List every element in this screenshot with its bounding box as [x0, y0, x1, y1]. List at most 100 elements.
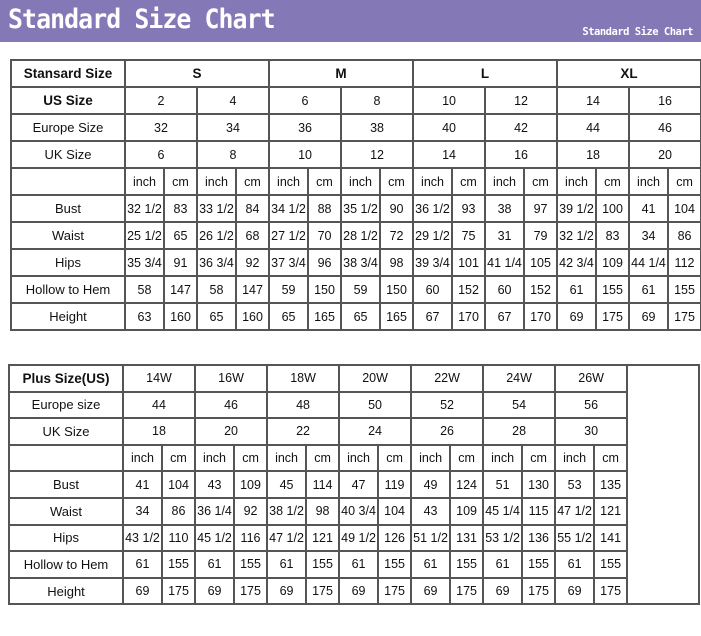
measurement-value: 86 — [160, 496, 197, 526]
measurement-value: 109 — [595, 248, 631, 277]
size-value: 38 — [340, 113, 415, 142]
size-value: 6 — [124, 140, 198, 169]
measurement-value: 47 — [338, 470, 380, 499]
measurement-value: 34 1/2 — [268, 194, 310, 223]
measurement-value: 155 — [305, 550, 341, 579]
size-value: 44 — [556, 113, 631, 142]
measurement-value: 155 — [449, 550, 485, 579]
unit-label: cm — [449, 443, 485, 473]
size-20w: 20W — [338, 364, 413, 393]
unit-label: inch — [628, 167, 670, 196]
measurement-value: 49 1/2 — [338, 523, 380, 553]
measurement-value: 69 — [194, 576, 236, 606]
size-group-xl: XL — [556, 59, 701, 88]
measurement-value: 175 — [595, 302, 631, 331]
measurement-value: 121 — [593, 496, 629, 526]
measurement-value: 69 — [338, 576, 380, 606]
size-value: 18 — [121, 417, 197, 446]
measurement-value: 69 — [266, 576, 308, 606]
measurement-value: 41 1/4 — [484, 248, 526, 277]
unit-label: cm — [377, 443, 413, 473]
measurement-value: 155 — [233, 550, 269, 579]
measurement-value: 165 — [307, 302, 343, 331]
unit-label: cm — [379, 167, 415, 196]
measurement-value: 79 — [523, 221, 559, 250]
measurement-value: 84 — [234, 194, 271, 223]
size-group-m: M — [268, 59, 415, 88]
measurement-row: Waist 25 1/2 65 26 1/2 68 27 1/2 70 28 1/2 72 29 … — [10, 221, 701, 250]
measurement-value: 155 — [160, 550, 197, 579]
measurement-value: 175 — [377, 576, 413, 606]
measurement-value: 126 — [377, 523, 413, 553]
size-value: 8 — [195, 140, 271, 169]
measurement-value: 92 — [233, 496, 269, 526]
unit-label: inch — [484, 167, 526, 196]
measurement-value: 147 — [234, 275, 271, 304]
measurement-value: 38 — [484, 194, 526, 223]
unit-label: inch — [410, 443, 452, 473]
measurement-value: 35 1/2 — [340, 194, 382, 223]
measurement-value: 39 1/2 — [556, 194, 598, 223]
measurement-value: 65 — [268, 302, 310, 331]
unit-label: cm — [233, 443, 269, 473]
unit-label: inch — [556, 167, 598, 196]
size-value: 48 — [266, 390, 341, 420]
measurement-value: 26 1/2 — [196, 221, 237, 250]
unit-label: cm — [523, 167, 559, 196]
measurement-value: 93 — [451, 194, 487, 223]
measurement-value: 83 — [595, 221, 631, 250]
unit-label: cm — [305, 443, 341, 473]
measurement-value: 175 — [305, 576, 341, 606]
measurement-value: 43 — [410, 496, 452, 526]
row-header-label: Stansard Size — [10, 59, 126, 88]
measurement-value: 32 1/2 — [124, 194, 165, 223]
measurement-value: 34 — [628, 221, 670, 250]
measurement-value: 44 1/4 — [628, 248, 670, 277]
measurement-value: 60 — [484, 275, 526, 304]
row-label: Waist — [8, 496, 124, 526]
row-label-empty — [10, 167, 126, 196]
row-label: Waist — [10, 221, 126, 250]
measurement-value: 155 — [521, 550, 557, 579]
plus-size-table: Plus Size(US) 14W 16W 18W 20W 22W 24W 26W Europe… — [8, 363, 701, 606]
measurement-value: 116 — [233, 523, 269, 553]
size-value: 20 — [628, 140, 701, 169]
size-value: 42 — [484, 113, 559, 142]
measurement-row: Waist 34 86 36 1/4 92 38 1/2 98 40 3/4 104 43 109 4… — [8, 496, 699, 526]
size-value: 18 — [556, 140, 631, 169]
measurement-value: 175 — [667, 302, 701, 331]
measurement-value: 155 — [667, 275, 701, 304]
page-subtitle: Standard Size Chart — [582, 26, 693, 38]
size-16w: 16W — [194, 364, 269, 393]
measurement-value: 100 — [595, 194, 631, 223]
measurement-value: 115 — [521, 496, 557, 526]
size-value: 36 — [268, 113, 343, 142]
measurement-value: 135 — [593, 470, 629, 499]
size-row: US Size 2 4 6 8 10 12 14 16 — [10, 86, 701, 115]
measurement-value: 150 — [379, 275, 415, 304]
measurement-value: 101 — [451, 248, 487, 277]
measurement-value: 175 — [593, 576, 629, 606]
measurement-value: 88 — [307, 194, 343, 223]
unit-label: inch — [196, 167, 237, 196]
measurement-value: 91 — [163, 248, 198, 277]
row-label: Hips — [8, 523, 124, 553]
size-value: 14 — [556, 86, 631, 115]
size-row: Plus Size(US) 14W 16W 18W 20W 22W 24W 26W — [8, 363, 701, 606]
unit-label: inch — [194, 443, 236, 473]
measurement-value: 32 1/2 — [556, 221, 598, 250]
measurement-value: 109 — [233, 470, 269, 499]
row-header-label: Plus Size(US) — [8, 364, 124, 393]
measurement-row: Hips 35 3/4 91 36 3/4 92 37 3/4 96 38 3/4 98 39 3… — [10, 248, 701, 277]
row-label: Europe Size — [10, 113, 126, 142]
measurement-value: 35 3/4 — [124, 248, 165, 277]
measurement-value: 105 — [523, 248, 559, 277]
unit-label: inch — [268, 167, 310, 196]
size-value: 30 — [554, 417, 629, 446]
size-value: 16 — [484, 140, 559, 169]
unit-label: inch — [412, 167, 454, 196]
size-group-s: S — [123, 59, 271, 88]
size-value: 56 — [554, 390, 629, 420]
unit-label: inch — [266, 443, 308, 473]
measurement-value: 61 — [338, 550, 380, 579]
